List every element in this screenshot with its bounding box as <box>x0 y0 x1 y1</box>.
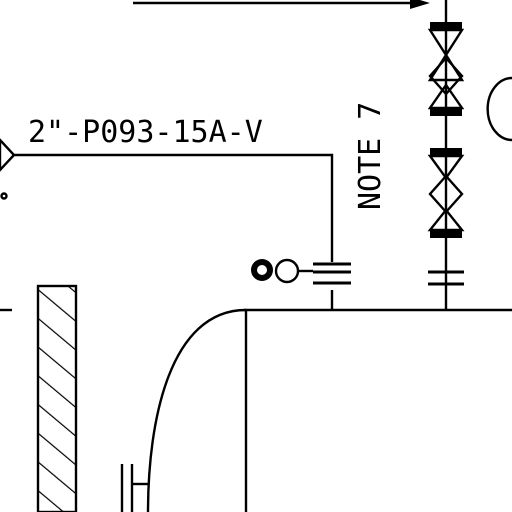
vessel <box>146 308 512 512</box>
flange-pipe <box>313 262 351 285</box>
gate-valve-upper <box>427 22 465 116</box>
flow-arrow <box>133 0 430 9</box>
gate-valve-lower <box>427 148 465 238</box>
flange-right <box>428 270 464 286</box>
small-circle-left <box>0 192 8 200</box>
note-label: NOTE 7 <box>353 102 388 210</box>
valve-left-edge <box>0 138 16 172</box>
hatched-support <box>36 284 78 512</box>
pipe-line-p093 <box>12 153 334 310</box>
nozzle-bottom <box>120 464 148 512</box>
instrument-bubble-partial <box>486 76 512 142</box>
line-label: 2"-P093-15A-V <box>28 115 263 150</box>
sample-connection <box>251 258 313 284</box>
